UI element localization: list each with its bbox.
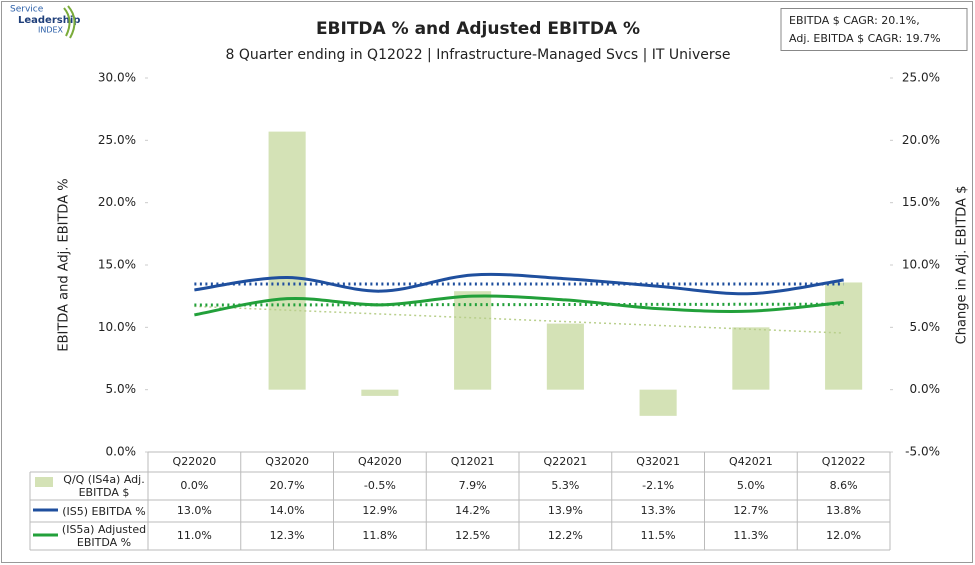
bar	[361, 389, 399, 396]
y2-tick-label: 15.0%	[902, 195, 940, 209]
x-tick-label: Q22021	[544, 455, 588, 468]
table-value: 12.5%	[455, 529, 490, 542]
table-value: 13.0%	[177, 504, 212, 517]
bar	[268, 131, 306, 390]
table-value: -0.5%	[364, 479, 396, 492]
table-value: 5.0%	[737, 479, 765, 492]
table-value: 14.0%	[270, 504, 305, 517]
y-tick-label: 25.0%	[98, 133, 136, 147]
x-tick-label: Q12022	[822, 455, 866, 468]
y-tick-label: 20.0%	[98, 195, 136, 209]
legend-label: (IS5a) Adjusted EBITDA %	[61, 523, 147, 549]
y2-tick-label: 25.0%	[902, 71, 940, 85]
y-axis-label: EBITDA and Adj. EBITDA %	[57, 178, 72, 351]
y2-tick-label: 5.0%	[910, 320, 941, 334]
x-tick-label: Q32020	[265, 455, 309, 468]
trendline	[194, 302, 844, 307]
chart-title: EBITDA % and Adjusted EBITDA %	[316, 19, 640, 39]
y-tick-label: 0.0%	[106, 445, 137, 459]
table-value: 20.7%	[270, 479, 305, 492]
table-value: 11.5%	[641, 529, 676, 542]
logo-text: Service	[10, 5, 44, 15]
line	[194, 294, 844, 317]
table-value: 5.3%	[551, 479, 579, 492]
bar	[732, 327, 770, 390]
table-value: 12.2%	[548, 529, 583, 542]
legend-entry: (IS5) EBITDA %	[62, 504, 146, 518]
table-value: 13.8%	[826, 504, 861, 517]
legend-entry: Q/Q (IS4a) Adj. EBITDA $	[63, 473, 145, 499]
logo-text: INDEX	[38, 26, 64, 35]
y-tick-label: 15.0%	[98, 258, 136, 272]
x-tick-label: Q42020	[358, 455, 402, 468]
table-value: 11.8%	[362, 529, 397, 542]
table-value: 11.0%	[177, 529, 212, 542]
table-value: 13.3%	[641, 504, 676, 517]
bar	[639, 389, 677, 416]
legend-label: (IS5) EBITDA %	[62, 504, 146, 518]
table-value: 11.3%	[733, 529, 768, 542]
annotation: Adj. EBITDA $ CAGR: 19.7%	[789, 32, 941, 45]
bar	[454, 291, 492, 390]
y2-tick-label: 10.0%	[902, 258, 940, 272]
bar	[825, 282, 863, 390]
logo-text: Leadership	[18, 15, 80, 26]
table-value: -2.1%	[642, 479, 674, 492]
table-value: 7.9%	[459, 479, 487, 492]
table-value: 12.3%	[270, 529, 305, 542]
annotation-box	[780, 8, 968, 51]
x-tick-label: Q42021	[729, 455, 773, 468]
logo-mark	[63, 5, 76, 39]
chart-subtitle: 8 Quarter ending in Q12022 | Infrastruct…	[225, 47, 730, 63]
legend-entry: (IS5a) Adjusted EBITDA %	[61, 523, 147, 549]
trendline	[194, 305, 844, 334]
y2-tick-label: 0.0%	[910, 382, 941, 396]
legend-label: Q/Q (IS4a) Adj. EBITDA $	[63, 473, 145, 499]
table-value: 13.9%	[548, 504, 583, 517]
x-tick-label: Q32021	[636, 455, 680, 468]
legend-swatch	[35, 477, 53, 487]
y2-tick-label: 20.0%	[902, 133, 940, 147]
y-tick-label: 10.0%	[98, 320, 136, 334]
table-value: 12.0%	[826, 529, 861, 542]
table-value: 12.7%	[733, 504, 768, 517]
table-value: 8.6%	[830, 479, 858, 492]
y-tick-label: 30.0%	[98, 71, 136, 85]
y2-axis-label: Change in Adj. EBITDA $	[955, 186, 970, 345]
x-tick-label: Q12021	[451, 455, 495, 468]
line	[194, 272, 844, 296]
bar	[546, 323, 584, 390]
table-value: 14.2%	[455, 504, 490, 517]
table-value: 0.0%	[180, 479, 208, 492]
y-tick-label: 5.0%	[106, 382, 137, 396]
y2-tick-label: -5.0%	[905, 445, 940, 459]
x-tick-label: Q22020	[173, 455, 217, 468]
annotation: EBITDA $ CAGR: 20.1%,	[789, 14, 920, 27]
table-value: 12.9%	[362, 504, 397, 517]
